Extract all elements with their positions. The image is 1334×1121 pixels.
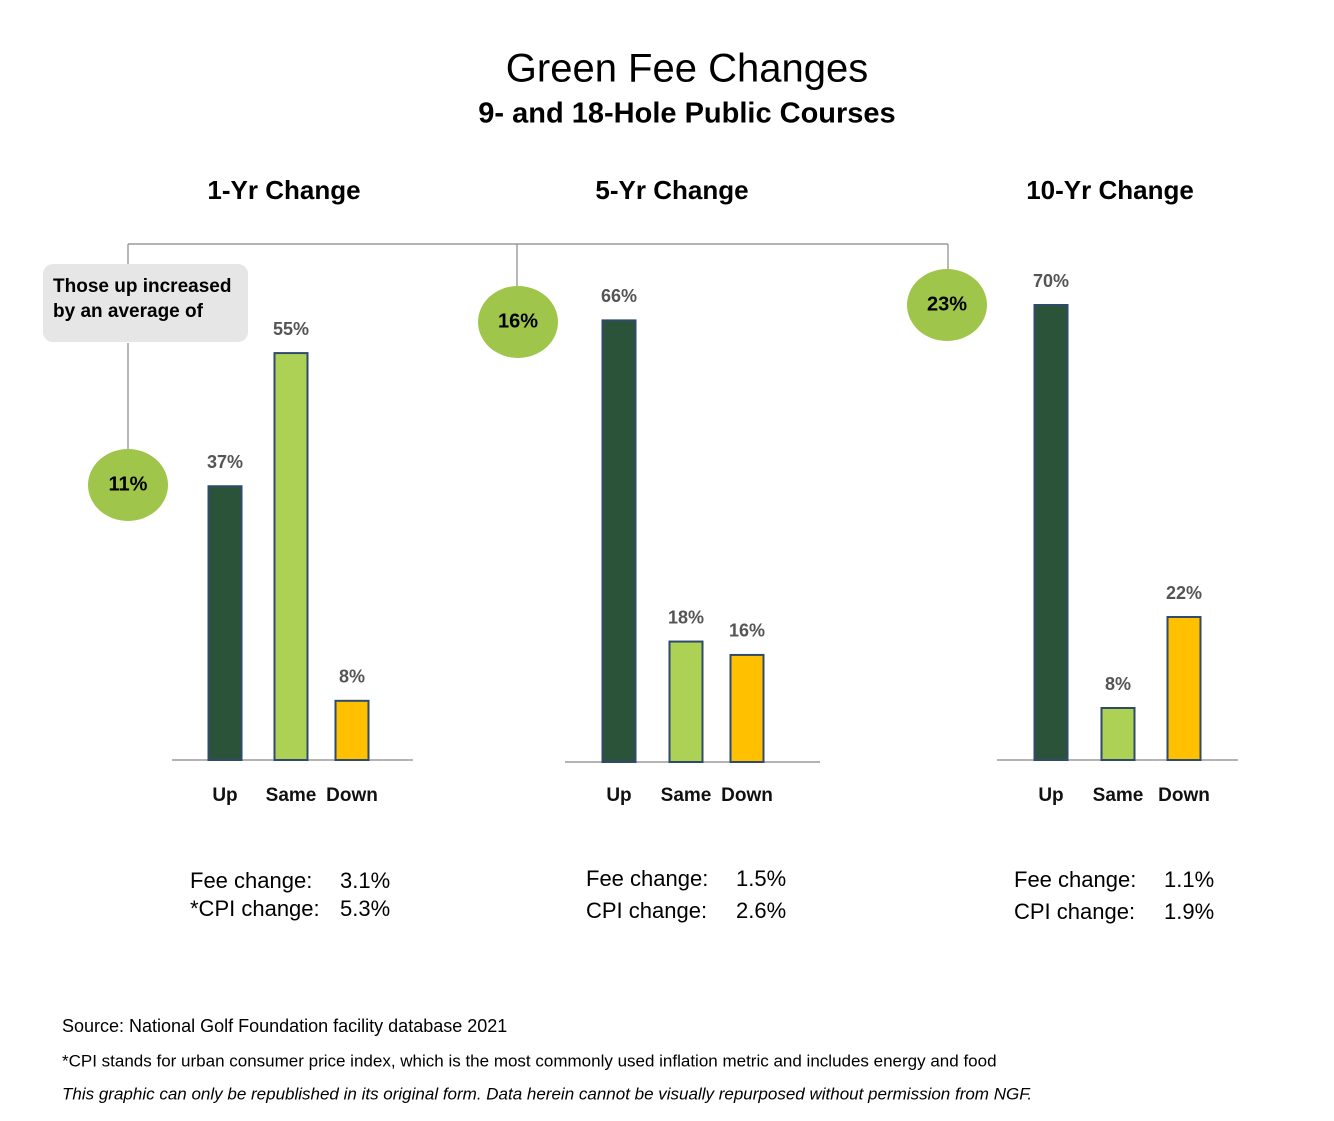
badge-circle	[907, 269, 987, 341]
panel-title: 5-Yr Change	[595, 175, 748, 205]
bar	[668, 640, 704, 764]
stat-value: 3.1%	[340, 868, 390, 893]
footnote: *CPI stands for urban consumer price ind…	[62, 1051, 997, 1070]
badge-text: 11%	[109, 473, 148, 495]
value-label: 18%	[668, 607, 704, 627]
title: Green Fee Changes	[506, 47, 868, 91]
bar	[1033, 304, 1069, 761]
stat-label: *CPI change:	[190, 896, 320, 921]
badge-text: 23%	[927, 293, 967, 315]
category-label: Same	[1093, 785, 1144, 806]
category-label: Down	[721, 785, 773, 806]
callout-text: Those up increased	[53, 276, 231, 297]
source-note: Source: National Golf Foundation facilit…	[62, 1016, 507, 1036]
bar	[729, 653, 765, 763]
stat-value: 5.3%	[340, 896, 390, 921]
value-label: 55%	[273, 319, 309, 339]
badge-circle	[88, 449, 168, 521]
category-label: Down	[1158, 785, 1210, 806]
stat-value: 1.1%	[1164, 867, 1214, 892]
callout-box	[43, 264, 248, 342]
bar	[334, 699, 370, 761]
value-label: 37%	[207, 452, 243, 472]
category-label: Down	[326, 785, 378, 806]
callout-text: by an average of	[53, 301, 204, 322]
badge-text: 16%	[498, 310, 538, 332]
stat-value: 1.9%	[1164, 899, 1214, 924]
category-label: Up	[212, 785, 237, 806]
stat-label: CPI change:	[586, 898, 707, 923]
category-label: Same	[661, 785, 712, 806]
stat-value: 1.5%	[736, 866, 786, 891]
stat-label: Fee change:	[1014, 867, 1136, 892]
stat-label: CPI change:	[1014, 899, 1135, 924]
category-label: Up	[606, 785, 631, 806]
disclaimer: This graphic can only be republished in …	[62, 1084, 1032, 1103]
panel-title: 10-Yr Change	[1026, 175, 1194, 205]
stat-label: Fee change:	[586, 866, 708, 891]
value-label: 8%	[339, 667, 365, 687]
stat-label: Fee change:	[190, 868, 312, 893]
category-label: Up	[1038, 785, 1063, 806]
value-label: 16%	[729, 621, 765, 641]
bar	[1166, 616, 1202, 761]
subtitle: 9- and 18-Hole Public Courses	[478, 98, 895, 130]
value-label: 8%	[1105, 674, 1131, 694]
bar	[207, 485, 243, 761]
connector	[127, 243, 949, 450]
panel-title: 1-Yr Change	[207, 175, 360, 205]
value-label: 22%	[1166, 583, 1202, 603]
stat-value: 2.6%	[736, 898, 786, 923]
bar	[273, 352, 309, 761]
value-label: 70%	[1033, 271, 1069, 291]
bar	[1100, 707, 1136, 761]
bar	[601, 319, 637, 763]
category-label: Same	[266, 785, 317, 806]
badge-circle	[478, 286, 558, 358]
value-label: 66%	[601, 286, 637, 306]
